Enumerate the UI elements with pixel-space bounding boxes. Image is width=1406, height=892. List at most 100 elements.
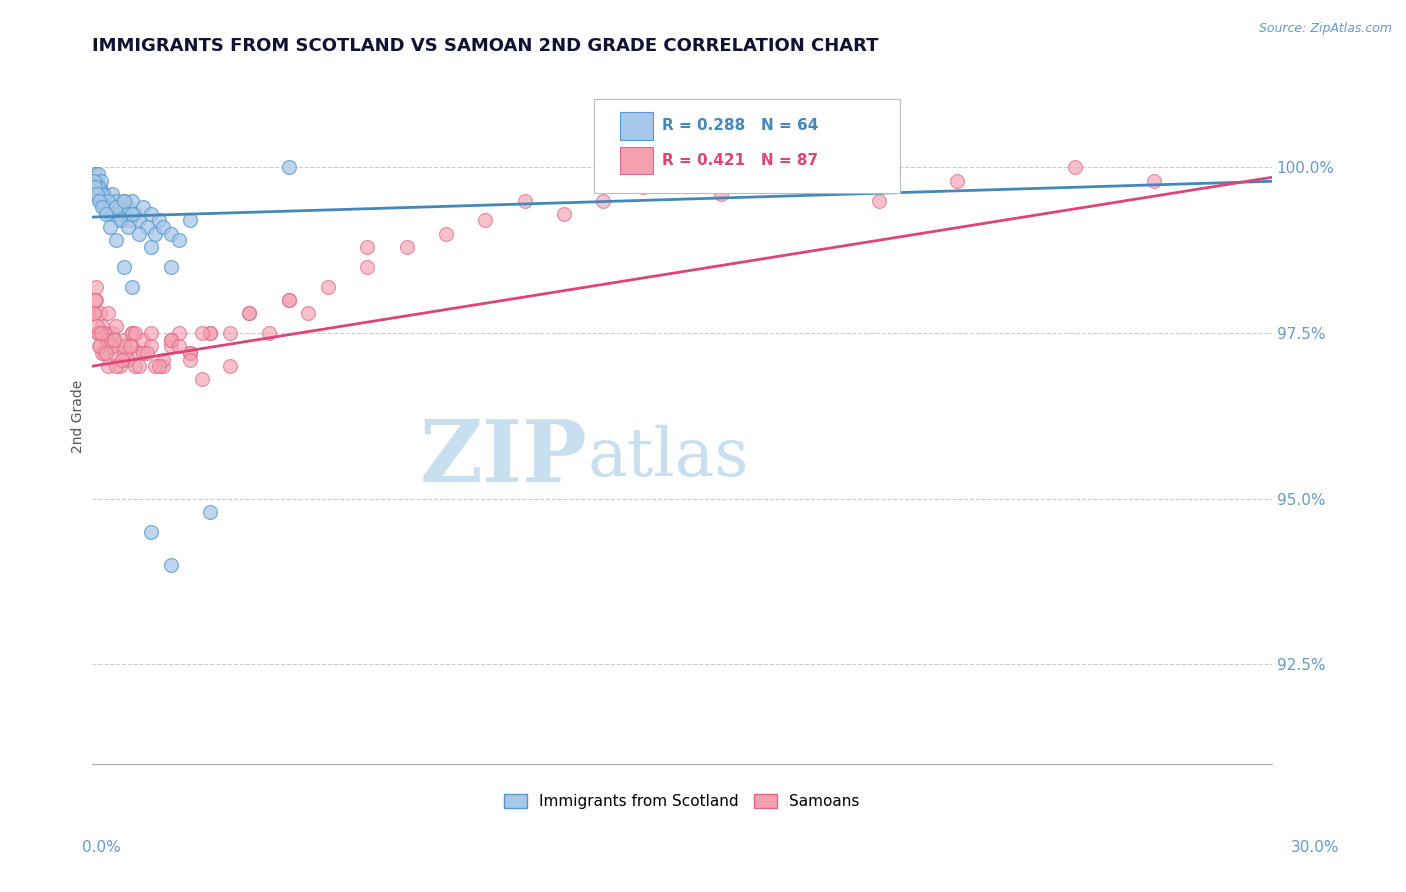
Point [97, 359, 120, 374]
Y-axis label: 2nd Grade: 2nd Grade [72, 379, 86, 452]
Point [160, 339, 183, 353]
Point [160, 227, 183, 241]
Point [103, 333, 125, 347]
Point [167, 339, 190, 353]
Text: Source: ZipAtlas.com: Source: ZipAtlas.com [1258, 22, 1392, 36]
Point [136, 346, 159, 360]
Point [148, 213, 170, 227]
Point [167, 326, 190, 340]
Point [121, 279, 143, 293]
Point [198, 505, 221, 519]
Point [118, 339, 141, 353]
Point [112, 346, 135, 360]
Point [104, 200, 127, 214]
Point [179, 213, 201, 227]
Point [93, 326, 115, 340]
Point [152, 220, 174, 235]
Point [218, 359, 240, 374]
Point [103, 200, 125, 214]
Point [98, 207, 121, 221]
Point [94, 200, 117, 214]
Point [141, 339, 163, 353]
Point [84, 167, 107, 181]
Point [89, 180, 111, 194]
Point [104, 233, 127, 247]
Point [107, 207, 129, 221]
Point [124, 326, 146, 340]
Point [91, 200, 114, 214]
Point [112, 194, 135, 208]
Point [132, 333, 155, 347]
Point [136, 220, 159, 235]
Text: R = 0.421   N = 87: R = 0.421 N = 87 [662, 153, 818, 168]
Point [89, 339, 111, 353]
Point [93, 186, 115, 201]
Point [179, 346, 201, 360]
Point [112, 260, 135, 274]
Point [83, 173, 105, 187]
Point [117, 200, 139, 214]
Bar [620, 146, 652, 175]
Point [141, 326, 163, 340]
Point [84, 279, 107, 293]
Point [111, 352, 134, 367]
Point [118, 213, 141, 227]
Point [108, 200, 131, 214]
Point [128, 213, 150, 227]
Point [108, 359, 131, 374]
Bar [620, 112, 652, 140]
Point [89, 186, 111, 201]
Point [356, 240, 378, 254]
Point [128, 346, 150, 360]
Point [101, 339, 124, 353]
Point [97, 194, 120, 208]
Point [356, 260, 378, 274]
Point [121, 194, 143, 208]
Point [474, 213, 496, 227]
Point [87, 167, 110, 181]
Point [121, 339, 143, 353]
Point [198, 326, 221, 340]
Point [89, 339, 111, 353]
Point [277, 293, 299, 307]
Point [89, 194, 111, 208]
Point [86, 319, 108, 334]
Point [91, 186, 114, 201]
Point [104, 359, 127, 374]
Legend: Immigrants from Scotland, Samoans: Immigrants from Scotland, Samoans [498, 788, 866, 815]
Point [141, 240, 163, 254]
Point [84, 186, 107, 201]
Point [98, 339, 121, 353]
Point [1143, 173, 1166, 187]
Point [513, 194, 536, 208]
Point [114, 207, 136, 221]
Point [946, 173, 969, 187]
Point [238, 306, 260, 320]
Point [553, 207, 575, 221]
Point [97, 194, 120, 208]
Point [238, 306, 260, 320]
Point [160, 558, 183, 572]
Point [83, 306, 105, 320]
Point [128, 359, 150, 374]
Point [148, 359, 170, 374]
Point [160, 333, 183, 347]
Point [160, 260, 183, 274]
Point [91, 319, 114, 334]
Point [121, 207, 143, 221]
Text: ZIP: ZIP [420, 416, 588, 500]
Point [316, 279, 339, 293]
Point [218, 326, 240, 340]
Point [179, 346, 201, 360]
Text: 30.0%: 30.0% [1291, 840, 1339, 855]
Point [84, 293, 107, 307]
Point [101, 326, 124, 340]
Point [93, 200, 115, 214]
Point [87, 180, 110, 194]
Point [97, 306, 120, 320]
Point [434, 227, 457, 241]
Point [121, 326, 143, 340]
Point [152, 352, 174, 367]
Point [87, 326, 110, 340]
Point [789, 173, 811, 187]
